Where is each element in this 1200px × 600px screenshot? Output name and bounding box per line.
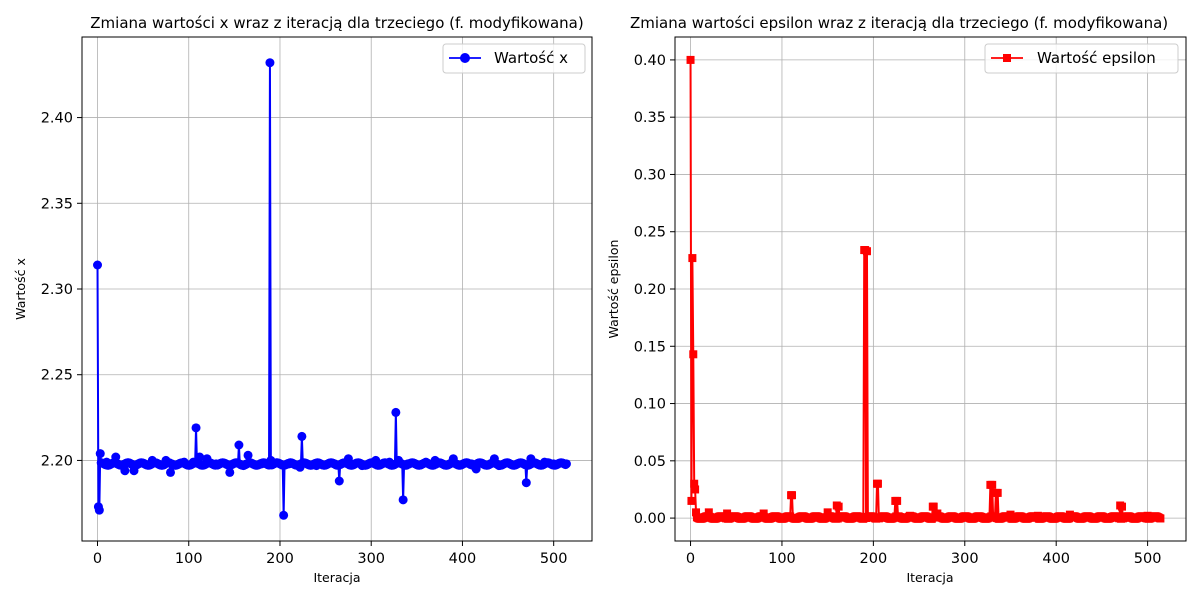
legend: Wartość x <box>442 43 586 74</box>
data-point <box>690 479 699 488</box>
chart-title: Zmiana wartości x wraz z iteracją dla tr… <box>90 14 583 32</box>
x-tick-label: 400 <box>449 551 477 567</box>
y-tick-label: 2.30 <box>41 282 73 298</box>
y-tick-label: 0.15 <box>634 339 666 355</box>
data-point <box>265 58 275 68</box>
x-tick-label: 0 <box>93 551 102 567</box>
y-tick-label: 2.25 <box>41 368 73 384</box>
data-point <box>1118 502 1127 511</box>
data-point <box>723 509 732 518</box>
y-tick-label: 2.35 <box>41 196 73 212</box>
data-point <box>862 247 871 256</box>
legend-marker <box>460 53 470 63</box>
data-point <box>704 508 713 517</box>
data-point <box>692 508 701 517</box>
y-tick-label: 0.10 <box>634 397 666 413</box>
x-tick-label: 200 <box>266 551 294 567</box>
x-tick-label: 0 <box>686 551 695 567</box>
data-point <box>688 254 697 263</box>
data-point <box>225 467 235 477</box>
y-tick-label: 0.30 <box>634 167 666 183</box>
x-tick-label: 200 <box>860 551 888 567</box>
epsilon-value-chart: Zmiana wartości epsilon wraz z iteracją … <box>606 14 1187 585</box>
legend-box <box>442 43 586 74</box>
data-point <box>234 440 244 450</box>
x-tick-label: 500 <box>540 551 568 567</box>
x-tick-label: 400 <box>1042 551 1070 567</box>
x-tick-label: 300 <box>951 551 979 567</box>
data-point <box>689 350 698 359</box>
legend-label: Wartość x <box>494 49 568 67</box>
data-point <box>398 495 408 505</box>
legend-box <box>984 43 1179 74</box>
data-point <box>243 450 253 460</box>
data-point <box>93 260 103 270</box>
data-point <box>166 467 175 477</box>
data-point <box>391 407 401 417</box>
data-point <box>687 496 696 505</box>
data-point <box>691 485 700 494</box>
data-point <box>873 479 882 488</box>
x-tick-label: 300 <box>357 551 385 567</box>
data-point <box>120 466 130 476</box>
data-point <box>788 491 797 500</box>
data-point <box>95 449 105 459</box>
y-tick-label: 0.05 <box>634 454 666 470</box>
legend-marker <box>1003 54 1011 62</box>
y-axis-label: Wartość epsilon <box>606 240 621 339</box>
data-point <box>297 431 307 441</box>
data-point <box>195 452 205 462</box>
data-point <box>993 488 1002 497</box>
y-axis-label: Wartość x <box>13 258 28 320</box>
chart-title: Zmiana wartości epsilon wraz z iteracją … <box>630 14 1168 32</box>
y-tick-label: 2.40 <box>41 111 73 127</box>
data-point <box>929 502 938 511</box>
y-tick-label: 0.00 <box>634 511 666 527</box>
legend: Wartość epsilon <box>984 43 1179 74</box>
data-point <box>893 496 902 505</box>
x-value-chart: Zmiana wartości x wraz z iteracją dla tr… <box>13 14 593 585</box>
x-axis-label: Iteracja <box>906 570 953 585</box>
x-tick-label: 100 <box>175 551 203 567</box>
y-tick-label: 0.40 <box>634 53 666 69</box>
data-point <box>988 480 997 489</box>
data-point <box>1156 514 1165 523</box>
y-tick-label: 0.35 <box>634 110 666 126</box>
data-point <box>94 505 104 515</box>
x-tick-label: 100 <box>768 551 796 567</box>
data-point <box>834 502 843 511</box>
data-point <box>191 423 201 433</box>
data-point <box>334 476 344 486</box>
x-tick-label: 500 <box>1134 551 1162 567</box>
legend-label: Wartość epsilon <box>1037 49 1156 67</box>
data-point <box>686 55 695 64</box>
data-point <box>279 510 289 520</box>
data-point <box>521 478 531 488</box>
y-tick-label: 2.20 <box>41 453 73 469</box>
data-point <box>561 459 571 469</box>
x-axis-label: Iteracja <box>313 570 360 585</box>
y-tick-label: 0.20 <box>634 282 666 298</box>
y-tick-label: 0.25 <box>634 225 666 241</box>
